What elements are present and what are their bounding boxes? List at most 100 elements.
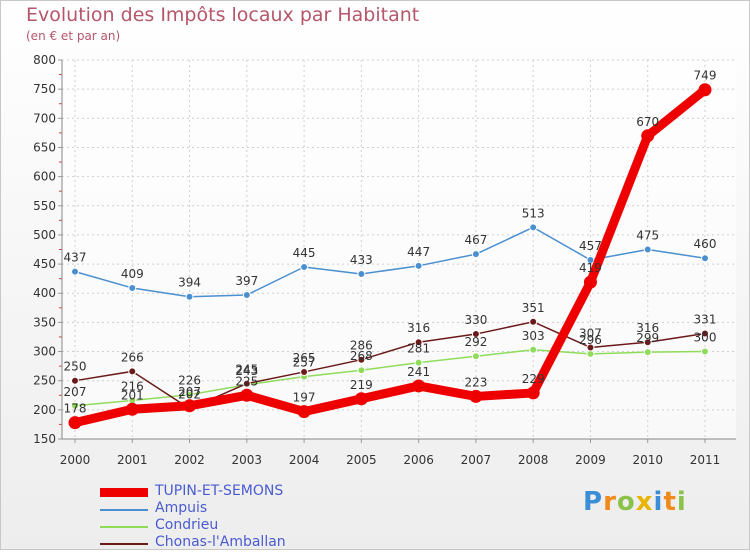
- x-tick-label-2007: 2007: [461, 453, 492, 467]
- data-label-Chonas-l'Amballan-2006: 316: [407, 321, 430, 335]
- data-label-Condrieu-2001: 216: [121, 380, 144, 394]
- data-label-Condrieu-2005: 268: [350, 349, 373, 363]
- point-Condrieu-2011: [701, 347, 709, 356]
- point-TUPIN-ET-SEMONS-2007: [469, 389, 483, 403]
- data-label-Condrieu-2009: 296: [579, 333, 602, 347]
- data-label-Ampuis-2003: 397: [235, 274, 258, 288]
- legend-label-condrieu: Condrieu: [155, 517, 219, 533]
- x-tick-label-2002: 2002: [174, 453, 205, 467]
- data-label-Chonas-l'Amballan-2002: 202: [178, 388, 201, 402]
- logo-letter: i: [653, 487, 664, 517]
- legend-label-chonas: Chonas-l'Amballan: [155, 534, 286, 550]
- point-Ampuis-2000: [71, 267, 79, 276]
- y-tick-label-450: 450: [33, 257, 56, 271]
- data-label-Chonas-l'Amballan-2004: 265: [293, 351, 316, 365]
- point-Ampuis-2010: [643, 245, 652, 254]
- chart-subtitle: (en € et par an): [26, 29, 121, 43]
- point-Condrieu-2000: [71, 401, 79, 410]
- x-tick-label-2009: 2009: [575, 453, 606, 467]
- point-Chonas-l'Amballan-2003: [242, 379, 251, 388]
- point-Ampuis-2007: [471, 250, 480, 259]
- point-Condrieu-2007: [471, 352, 480, 361]
- logo-letter: o: [616, 487, 636, 517]
- data-label-TUPIN-ET-SEMONS-2003: 225: [235, 374, 258, 388]
- point-Ampuis-2004: [300, 262, 309, 271]
- data-label-Condrieu-2004: 257: [293, 356, 316, 370]
- x-tick-label-2010: 2010: [632, 453, 663, 467]
- data-label-Chonas-l'Amballan-2005: 286: [350, 339, 373, 353]
- y-tick-label-550: 550: [33, 199, 56, 213]
- data-label-Chonas-l'Amballan-2008: 351: [522, 301, 545, 315]
- point-Ampuis-2001: [128, 283, 137, 292]
- data-label-Ampuis-2011: 460: [694, 237, 717, 251]
- point-Chonas-l'Amballan-2005: [357, 355, 366, 364]
- proxiti-logo: Proxiti: [583, 487, 687, 517]
- y-tick-label-300: 300: [33, 345, 56, 359]
- data-label-TUPIN-ET-SEMONS-2010: 670: [636, 115, 659, 129]
- x-tick-label-2006: 2006: [403, 453, 434, 467]
- data-label-Ampuis-2001: 409: [121, 267, 144, 281]
- point-TUPIN-ET-SEMONS-2001: [125, 402, 139, 416]
- point-Condrieu-2002: [185, 390, 194, 399]
- point-TUPIN-ET-SEMONS-2011: [698, 83, 712, 97]
- x-tick-label-2008: 2008: [518, 453, 549, 467]
- point-TUPIN-ET-SEMONS-2002: [183, 399, 197, 413]
- point-Condrieu-2006: [414, 358, 423, 367]
- data-label-TUPIN-ET-SEMONS-2006: 241: [407, 365, 430, 379]
- legend-swatch-tupin: [100, 488, 148, 497]
- point-Chonas-l'Amballan-2001: [128, 367, 137, 376]
- data-label-Condrieu-2000: 207: [64, 385, 87, 399]
- data-label-Chonas-l'Amballan-2009: 307: [579, 326, 602, 340]
- y-tick-label-400: 400: [33, 286, 56, 300]
- legend-label-ampuis: Ampuis: [155, 500, 208, 516]
- point-Ampuis-2002: [185, 292, 194, 301]
- y-tick-label-800: 800: [33, 53, 56, 67]
- data-label-Condrieu-2007: 292: [464, 335, 487, 349]
- point-TUPIN-ET-SEMONS-2003: [240, 388, 254, 402]
- y-tick-label-350: 350: [33, 315, 56, 329]
- point-Condrieu-2005: [357, 366, 366, 375]
- y-tick-label-200: 200: [33, 403, 56, 417]
- point-TUPIN-ET-SEMONS-2006: [412, 379, 426, 393]
- data-label-Condrieu-2011: 300: [694, 331, 717, 345]
- data-label-Condrieu-2008: 303: [522, 329, 545, 343]
- data-label-Condrieu-2010: 299: [636, 331, 659, 345]
- legend-swatch-condrieu: [100, 526, 148, 528]
- data-label-TUPIN-ET-SEMONS-2009: 419: [579, 261, 602, 275]
- data-label-TUPIN-ET-SEMONS-2007: 223: [464, 375, 487, 389]
- legend-label-tupin: TUPIN-ET-SEMONS: [155, 483, 284, 499]
- point-Ampuis-2003: [242, 290, 251, 299]
- point-Ampuis-2006: [414, 261, 423, 270]
- legend-swatch-ampuis: [100, 509, 148, 511]
- point-Chonas-l'Amballan-2004: [300, 367, 309, 376]
- point-Ampuis-2009: [586, 255, 595, 264]
- data-label-Ampuis-2006: 447: [407, 245, 430, 259]
- y-tick-label-250: 250: [33, 374, 56, 388]
- x-tick-label-2001: 2001: [117, 453, 148, 467]
- data-label-Ampuis-2008: 513: [522, 206, 545, 220]
- logo-letter: x: [635, 487, 654, 517]
- data-label-Condrieu-2003: 243: [235, 364, 258, 378]
- data-label-Ampuis-2002: 394: [178, 276, 201, 290]
- point-Chonas-l'Amballan-2011: [701, 329, 709, 338]
- data-label-TUPIN-ET-SEMONS-2005: 219: [350, 378, 373, 392]
- data-label-Chonas-l'Amballan-2003: 245: [235, 363, 258, 377]
- data-label-Ampuis-2009: 457: [579, 239, 602, 253]
- point-Chonas-l'Amballan-2009: [586, 343, 595, 352]
- series-line-TUPIN-ET-SEMONS: [73, 86, 708, 428]
- data-label-Condrieu-2002: 226: [178, 374, 201, 388]
- x-tick-label-2000: 2000: [60, 453, 91, 467]
- point-Ampuis-2008: [529, 223, 538, 232]
- point-TUPIN-ET-SEMONS-2008: [526, 386, 540, 400]
- point-TUPIN-ET-SEMONS-2000: [68, 416, 82, 430]
- data-label-TUPIN-ET-SEMONS-2000: 178: [64, 402, 87, 416]
- data-label-Condrieu-2006: 281: [407, 342, 430, 356]
- data-label-Ampuis-2000: 437: [64, 251, 87, 265]
- point-TUPIN-ET-SEMONS-2009: [583, 275, 597, 289]
- data-label-Chonas-l'Amballan-2007: 330: [464, 313, 487, 327]
- logo-letter: i: [676, 487, 687, 517]
- point-Chonas-l'Amballan-2010: [643, 338, 652, 347]
- data-label-Chonas-l'Amballan-2011: 331: [694, 312, 717, 326]
- data-label-Ampuis-2004: 445: [293, 246, 316, 260]
- point-Ampuis-2011: [701, 254, 709, 263]
